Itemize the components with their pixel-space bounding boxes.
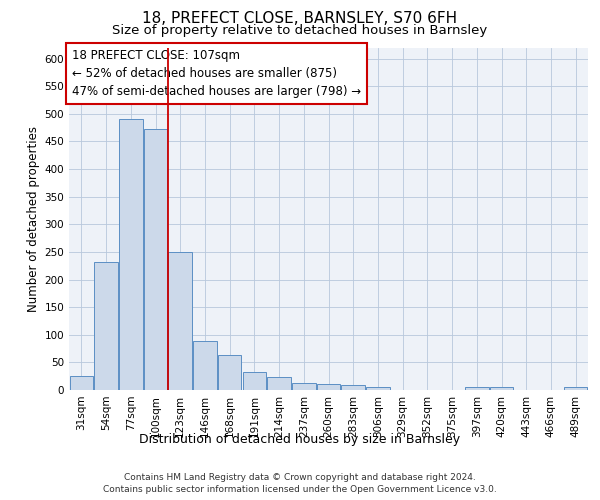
Bar [292,383,316,390]
Bar [490,386,513,390]
Bar [366,387,389,390]
Text: Size of property relative to detached houses in Barnsley: Size of property relative to detached ho… [112,24,488,37]
Bar [169,252,192,390]
Bar [465,386,488,390]
Text: Contains HM Land Registry data © Crown copyright and database right 2024.
Contai: Contains HM Land Registry data © Crown c… [103,472,497,494]
Bar [94,262,118,390]
Bar [564,386,587,390]
Text: 18, PREFECT CLOSE, BARNSLEY, S70 6FH: 18, PREFECT CLOSE, BARNSLEY, S70 6FH [142,11,458,26]
Bar [144,130,167,390]
Bar [242,372,266,390]
Bar [119,120,143,390]
Bar [193,342,217,390]
Text: 18 PREFECT CLOSE: 107sqm
← 52% of detached houses are smaller (875)
47% of semi-: 18 PREFECT CLOSE: 107sqm ← 52% of detach… [71,49,361,98]
Bar [317,384,340,390]
Bar [70,376,93,390]
Text: Distribution of detached houses by size in Barnsley: Distribution of detached houses by size … [139,432,461,446]
Bar [341,385,365,390]
Bar [268,378,291,390]
Bar [218,355,241,390]
Y-axis label: Number of detached properties: Number of detached properties [27,126,40,312]
